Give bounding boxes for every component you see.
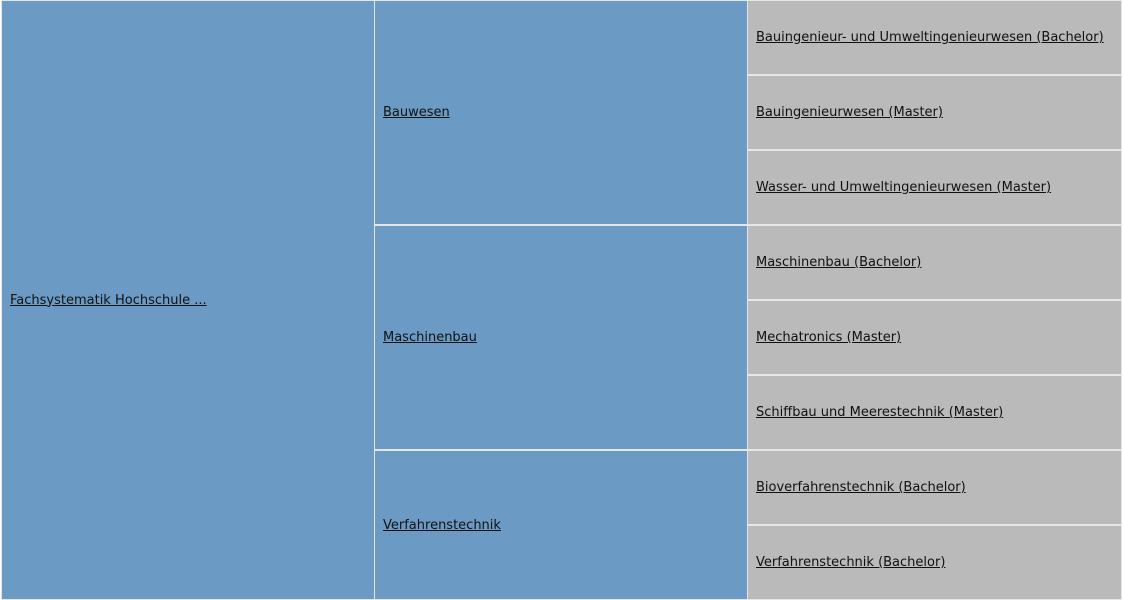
program-link[interactable]: Mechatronics (Master) [756, 330, 902, 345]
group-link-verfahrenstechnik[interactable]: Verfahrenstechnik [383, 517, 501, 533]
program-node: Schiffbau und Meerestechnik (Master) [747, 375, 1122, 450]
program-node: Bauingenieur- und Umweltingenieurwesen (… [747, 0, 1122, 75]
program-node: Bioverfahrenstechnik (Bachelor) [747, 450, 1122, 525]
root-node-link[interactable]: Fachsystematik Hochschule ... [10, 292, 207, 308]
program-node: Wasser- und Umweltingenieurwesen (Master… [747, 150, 1122, 225]
program-link[interactable]: Bauingenieur- und Umweltingenieurwesen (… [756, 30, 1104, 45]
group-link-maschinenbau[interactable]: Maschinenbau [383, 330, 477, 345]
program-node: Bauingenieurwesen (Master) [747, 75, 1122, 150]
program-link[interactable]: Schiffbau und Meerestechnik (Master) [756, 405, 1004, 420]
group-node-verfahrenstechnik: Verfahrenstechnik [374, 450, 748, 600]
program-link[interactable]: Bioverfahrenstechnik (Bachelor) [756, 480, 966, 495]
program-link[interactable]: Bauingenieurwesen (Master) [756, 105, 943, 120]
program-link[interactable]: Verfahrenstechnik (Bachelor) [756, 555, 946, 570]
group-node-bauwesen: Bauwesen [374, 0, 748, 225]
root-node: Fachsystematik Hochschule ... [1, 0, 375, 600]
program-node: Mechatronics (Master) [747, 300, 1122, 375]
program-link[interactable]: Maschinenbau (Bachelor) [756, 255, 922, 270]
program-link[interactable]: Wasser- und Umweltingenieurwesen (Master… [756, 180, 1052, 195]
program-node: Verfahrenstechnik (Bachelor) [747, 525, 1122, 600]
program-node: Maschinenbau (Bachelor) [747, 225, 1122, 300]
group-link-bauwesen[interactable]: Bauwesen [383, 105, 450, 120]
group-node-maschinenbau: Maschinenbau [374, 225, 748, 450]
